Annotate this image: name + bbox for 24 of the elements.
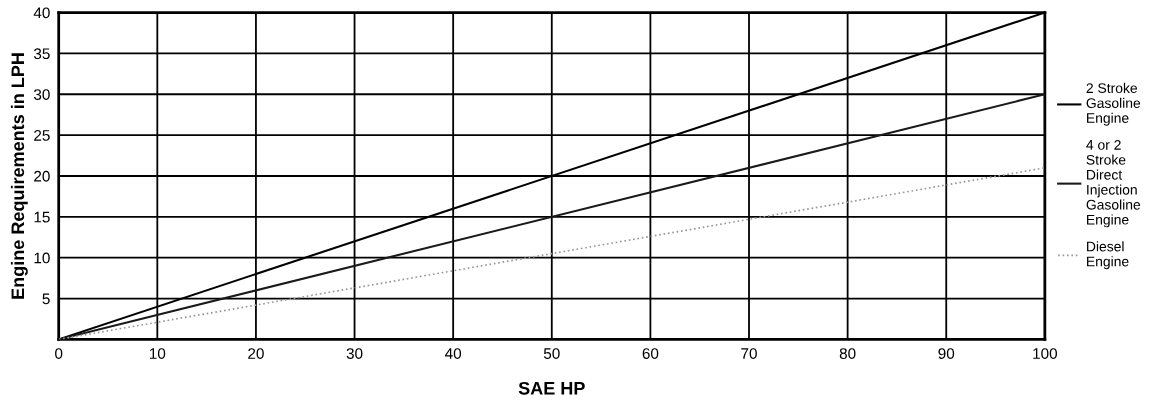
y-tick-label: 15 — [34, 211, 50, 223]
y-tick-label: 25 — [34, 130, 50, 141]
x-tick-label: 100 — [1033, 348, 1058, 359]
x-tick-label: 90 — [938, 348, 955, 359]
y-tick-label: 10 — [34, 252, 50, 264]
x-tick-label: 30 — [346, 348, 363, 359]
x-tick-label: 40 — [445, 348, 462, 359]
legend-label: Diesel Engine — [1087, 241, 1129, 270]
legend-label: 4 or 2 Stroke Direct Injection Gasoline Engine — [1086, 139, 1141, 228]
x-axis-title: SAE HP — [518, 381, 585, 395]
x-tick-label: 10 — [149, 348, 166, 359]
y-tick-label: 20 — [34, 170, 50, 182]
y-axis-title: Engine Requirements in LPH — [10, 53, 28, 299]
x-tick-label: 80 — [839, 348, 856, 359]
y-tick-label: 40 — [33, 7, 50, 19]
x-tick-label: 60 — [642, 348, 659, 359]
y-tick-label: 5 — [42, 293, 50, 305]
x-tick-label: 70 — [741, 348, 757, 359]
x-tick-label: 50 — [543, 348, 560, 359]
x-tick-label: 0 — [55, 348, 63, 359]
legend-label: 2 Stroke Gasoline Engine — [1086, 82, 1141, 126]
y-tick-label: 30 — [33, 89, 50, 100]
y-tick-label: 35 — [33, 48, 50, 60]
x-tick-label: 20 — [248, 348, 264, 359]
